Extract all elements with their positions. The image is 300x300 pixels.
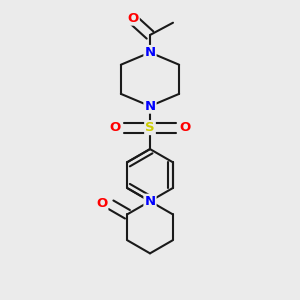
Text: S: S <box>145 121 155 134</box>
Text: O: O <box>128 12 139 25</box>
Text: N: N <box>144 195 156 208</box>
Text: O: O <box>180 121 191 134</box>
Text: O: O <box>109 121 120 134</box>
Text: N: N <box>144 100 156 112</box>
Text: O: O <box>96 197 107 210</box>
Text: N: N <box>144 46 156 59</box>
